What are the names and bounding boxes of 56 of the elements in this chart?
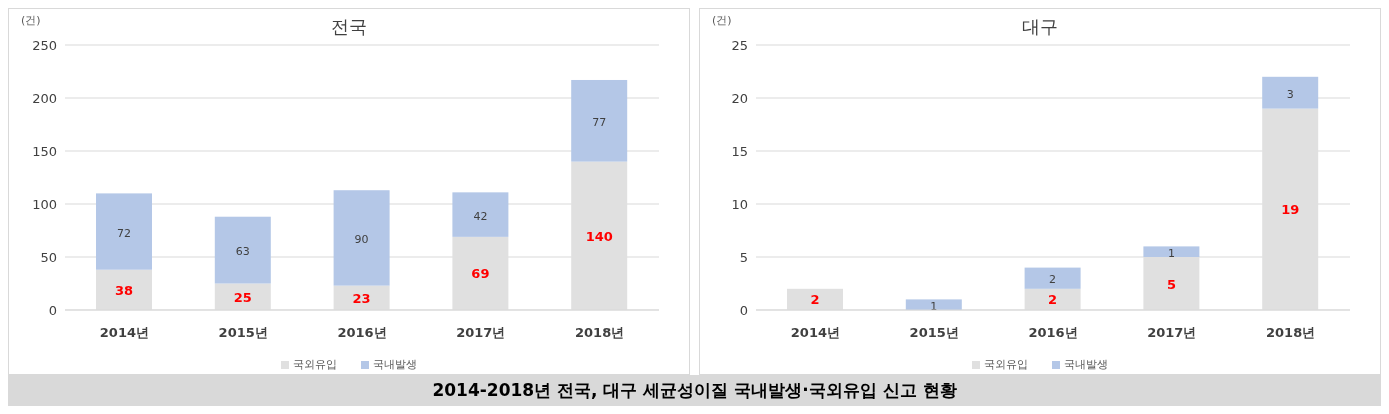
bar	[452, 192, 509, 237]
data-label: 25	[233, 289, 252, 305]
x-tick-label: 2014년	[99, 325, 149, 341]
bar	[96, 193, 152, 270]
y-tick-label: 200	[32, 90, 57, 106]
data-label: 1	[1167, 246, 1175, 260]
data-label: 23	[352, 290, 371, 306]
text: 2014-2018년 전국, 대구 세균성이질 국내발생·국외유입 신고 현황	[8, 375, 1381, 406]
y-tick-label: 50	[40, 249, 57, 265]
legend-label: 국내발생	[372, 357, 417, 372]
legend-label: 국외유입	[983, 357, 1028, 372]
y-tick-label: 150	[32, 143, 57, 159]
y-tick-label: 10	[731, 196, 748, 212]
bar	[214, 216, 271, 284]
y-tick-label: 0	[739, 302, 748, 318]
x-tick-label: 2018년	[575, 325, 625, 341]
y-tick-label: 20	[731, 90, 748, 106]
data-label: 3	[1286, 87, 1294, 101]
data-label: 63	[235, 245, 250, 259]
x-tick-label: 2016년	[1028, 325, 1078, 341]
data-label: 5	[1166, 276, 1176, 292]
y-tick-label: 15	[731, 143, 748, 159]
x-tick-label: 2018년	[1266, 325, 1316, 341]
data-label: 1	[930, 299, 938, 313]
data-label: 77	[592, 115, 607, 129]
x-tick-label: 2017년	[1147, 325, 1197, 341]
data-label: 69	[471, 266, 490, 282]
data-label: 140	[585, 228, 613, 244]
x-tick-label: 2014년	[790, 325, 840, 341]
data-label: 38	[114, 282, 134, 298]
y-tick-label: 5	[739, 249, 748, 265]
data-label: 72	[117, 226, 131, 240]
y-tick-label: 0	[48, 302, 57, 318]
x-tick-label: 2017년	[456, 325, 506, 341]
chart-title: 전국	[331, 16, 367, 37]
bar	[571, 79, 628, 162]
y-axis-title: (건)	[21, 13, 41, 28]
bar	[1262, 76, 1319, 109]
data-label: 90	[354, 232, 369, 246]
bar	[905, 299, 962, 310]
bar	[333, 190, 390, 286]
data-label: 2	[1048, 292, 1058, 308]
data-label: 2	[810, 292, 820, 308]
x-tick-label: 2016년	[337, 325, 387, 341]
chart-title: 대구	[1022, 16, 1058, 37]
legend-label: 국내발생	[1063, 357, 1108, 372]
x-tick-label: 2015년	[909, 325, 959, 341]
data-label: 42	[473, 209, 488, 223]
data-label: 2	[1049, 273, 1057, 287]
bar	[1024, 267, 1081, 289]
legend-label: 국외유입	[292, 357, 337, 372]
bar	[1143, 246, 1200, 257]
y-axis-title: (건)	[712, 13, 732, 28]
x-tick-label: 2015년	[218, 325, 268, 341]
y-tick-label: 100	[32, 196, 57, 212]
data-label: 19	[1281, 202, 1300, 218]
